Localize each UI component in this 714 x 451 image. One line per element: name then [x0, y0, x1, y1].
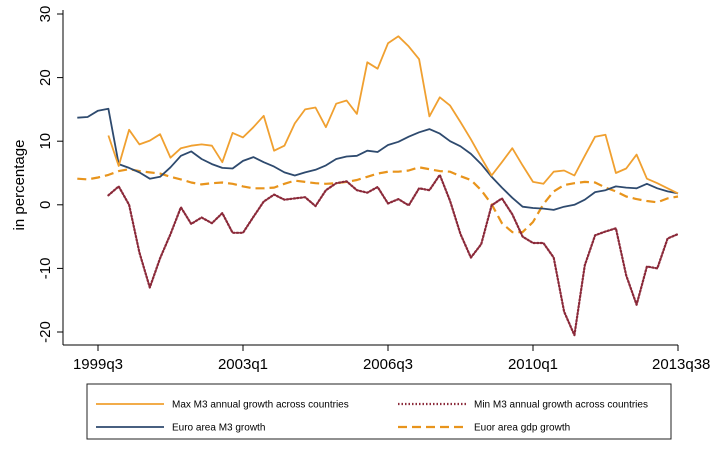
y-axis-label: in percentage	[11, 140, 28, 231]
legend-entry: Min M3 annual growth across countries	[474, 400, 648, 411]
y-tick-label: -20	[37, 321, 54, 343]
legend-entry: Euor area gdp growth	[474, 423, 570, 434]
y-tick-label: 30	[37, 6, 54, 23]
series-line-2	[107, 173, 680, 337]
series-layer	[77, 35, 680, 337]
y-tick-label: 10	[37, 133, 54, 150]
x-tick-label: 2003q1	[218, 356, 268, 373]
x-tick-label: 1999q3	[73, 356, 123, 373]
x-tick-label: 2013q38	[652, 356, 710, 373]
y-tick-label: 0	[37, 201, 54, 209]
y-axis: -20 -10 0 10 20 30	[37, 6, 64, 345]
x-tick-label: 2006q3	[363, 356, 413, 373]
y-tick-label: 20	[37, 69, 54, 86]
legend-entry: Euro area M3 growth	[172, 423, 265, 434]
y-tick-label: -10	[37, 258, 54, 280]
series-line-3	[77, 107, 679, 211]
legend: Max M3 annual growth across countries Min…	[86, 383, 672, 440]
x-tick-label: 2010q1	[508, 356, 558, 373]
legend-entry: Max M3 annual growth across countries	[172, 400, 349, 411]
legend-box	[86, 383, 672, 440]
series-line-1	[107, 35, 679, 195]
x-axis: 1999q3 2003q1 2006q3 2010q1 2013q38	[63, 344, 710, 373]
series-line-4	[77, 166, 679, 234]
